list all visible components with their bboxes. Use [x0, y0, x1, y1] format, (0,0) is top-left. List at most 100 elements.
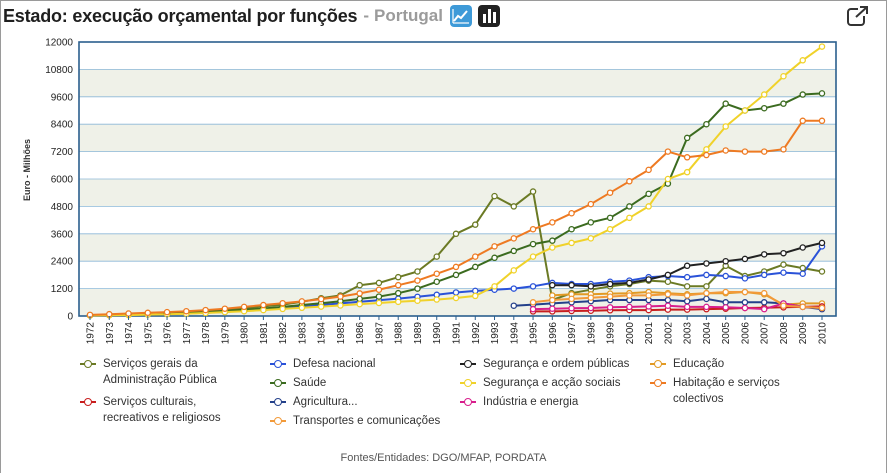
data-point[interactable] [683, 273, 691, 281]
legend-item[interactable]: Agricultura... [270, 394, 440, 410]
data-point[interactable] [587, 200, 595, 208]
data-point[interactable] [799, 91, 806, 98]
data-point[interactable] [549, 296, 556, 304]
data-point[interactable] [645, 292, 652, 299]
data-point[interactable] [606, 293, 614, 300]
data-point[interactable] [356, 281, 363, 289]
data-point[interactable] [394, 281, 402, 289]
data-point[interactable] [818, 304, 826, 312]
data-point[interactable] [722, 304, 729, 311]
data-point[interactable] [587, 294, 595, 301]
data-point[interactable] [472, 263, 479, 271]
data-point[interactable] [472, 253, 479, 260]
data-point[interactable] [587, 304, 595, 312]
data-point[interactable] [780, 100, 787, 107]
data-point[interactable] [529, 240, 537, 248]
data-point[interactable] [375, 299, 383, 307]
data-point[interactable] [606, 189, 614, 196]
data-point[interactable] [433, 270, 440, 278]
data-point[interactable] [799, 117, 806, 125]
data-point[interactable] [703, 260, 710, 267]
data-point[interactable] [529, 283, 537, 290]
data-point[interactable] [664, 296, 672, 304]
data-point[interactable] [279, 299, 286, 307]
data-point[interactable] [703, 151, 710, 159]
data-point[interactable] [780, 249, 787, 257]
series-line-9[interactable] [533, 302, 823, 311]
legend-item[interactable]: Defesa nacional [270, 356, 440, 372]
data-point[interactable] [510, 247, 518, 255]
data-point[interactable] [491, 254, 498, 262]
legend-item[interactable]: Habitação e serviços colectivos [650, 375, 800, 407]
data-point[interactable] [683, 168, 691, 176]
data-point[interactable] [452, 294, 460, 302]
data-point[interactable] [645, 203, 652, 210]
data-point[interactable] [125, 310, 132, 317]
data-point[interactable] [356, 300, 363, 308]
data-point[interactable] [645, 276, 652, 283]
data-point[interactable] [703, 289, 710, 297]
data-point[interactable] [683, 262, 691, 270]
data-point[interactable] [298, 304, 306, 312]
data-point[interactable] [606, 214, 614, 222]
data-point[interactable] [626, 214, 633, 222]
data-point[interactable] [645, 190, 652, 198]
data-point[interactable] [549, 281, 556, 289]
data-point[interactable] [549, 244, 556, 251]
data-point[interactable] [587, 235, 595, 242]
data-point[interactable] [394, 273, 402, 281]
data-point[interactable] [741, 288, 749, 296]
data-point[interactable] [510, 285, 518, 292]
data-point[interactable] [818, 117, 826, 125]
data-point[interactable] [683, 154, 691, 161]
data-point[interactable] [664, 291, 672, 298]
data-point[interactable] [529, 225, 537, 233]
legend-item[interactable]: Segurança e ordem públicas [460, 356, 650, 372]
data-point[interactable] [780, 261, 787, 268]
data-point[interactable] [683, 134, 691, 142]
legend-item[interactable]: Transportes e comunicações [270, 413, 470, 429]
data-point[interactable] [606, 225, 614, 233]
data-point[interactable] [240, 303, 248, 311]
data-point[interactable] [414, 297, 421, 304]
data-point[interactable] [683, 292, 691, 299]
data-point[interactable] [703, 295, 710, 303]
legend-item[interactable]: Saúde [270, 375, 440, 391]
data-point[interactable] [741, 304, 749, 312]
data-point[interactable] [394, 289, 402, 297]
data-point[interactable] [375, 279, 383, 287]
data-point[interactable] [664, 148, 672, 155]
data-point[interactable] [818, 239, 826, 247]
data-point[interactable] [568, 281, 575, 289]
data-point[interactable] [799, 57, 806, 64]
data-point[interactable] [683, 303, 691, 311]
data-point[interactable] [760, 104, 768, 112]
legend-item[interactable]: Serviços culturais, recreativos e religi… [80, 394, 250, 426]
data-point[interactable] [722, 288, 729, 296]
data-point[interactable] [818, 43, 826, 50]
data-point[interactable] [433, 296, 440, 303]
data-point[interactable] [780, 269, 787, 276]
data-point[interactable] [452, 230, 460, 238]
data-point[interactable] [741, 148, 749, 155]
data-point[interactable] [664, 271, 672, 279]
data-point[interactable] [626, 292, 633, 299]
data-point[interactable] [529, 299, 537, 306]
data-point[interactable] [799, 303, 806, 311]
data-point[interactable] [549, 305, 556, 312]
data-point[interactable] [606, 304, 614, 311]
data-point[interactable] [626, 279, 633, 287]
data-point[interactable] [760, 299, 768, 306]
data-point[interactable] [760, 91, 768, 98]
series-line-7[interactable] [533, 305, 823, 313]
data-point[interactable] [375, 286, 383, 293]
data-point[interactable] [568, 209, 575, 217]
data-point[interactable] [703, 271, 710, 279]
line-chart-icon[interactable] [449, 5, 472, 27]
data-point[interactable] [163, 308, 171, 316]
data-point[interactable] [683, 297, 691, 305]
data-point[interactable] [568, 304, 575, 312]
data-point[interactable] [799, 264, 806, 272]
data-point[interactable] [510, 203, 518, 210]
data-point[interactable] [760, 251, 768, 258]
